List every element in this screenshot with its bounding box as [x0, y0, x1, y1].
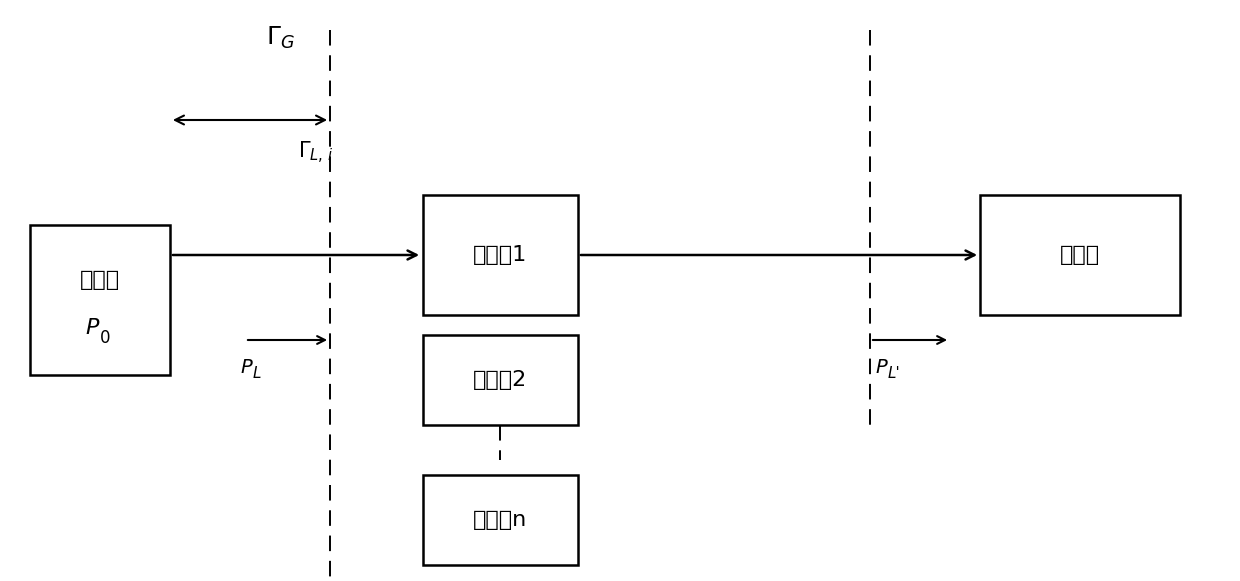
Text: 信号源: 信号源: [79, 270, 120, 290]
Bar: [423, 335, 578, 425]
Text: 空气线n: 空气线n: [472, 510, 527, 530]
Text: 空气线1: 空气线1: [472, 245, 527, 265]
Text: 空气线2: 空气线2: [472, 370, 527, 390]
Text: $\mathit{\Gamma}_G$: $\mathit{\Gamma}_G$: [265, 25, 294, 51]
Bar: [423, 195, 578, 315]
Bar: [423, 475, 578, 565]
Text: 功率座: 功率座: [1060, 245, 1100, 265]
Text: P: P: [875, 358, 887, 377]
Bar: [980, 195, 1180, 315]
Text: P: P: [241, 358, 252, 377]
Text: L': L': [888, 366, 900, 381]
Text: $\mathit{\Gamma}_{L,\,i}$: $\mathit{\Gamma}_{L,\,i}$: [298, 140, 334, 166]
Bar: [30, 225, 170, 375]
Text: L: L: [253, 366, 262, 381]
Text: P: P: [86, 318, 99, 338]
Text: 0: 0: [99, 329, 110, 347]
